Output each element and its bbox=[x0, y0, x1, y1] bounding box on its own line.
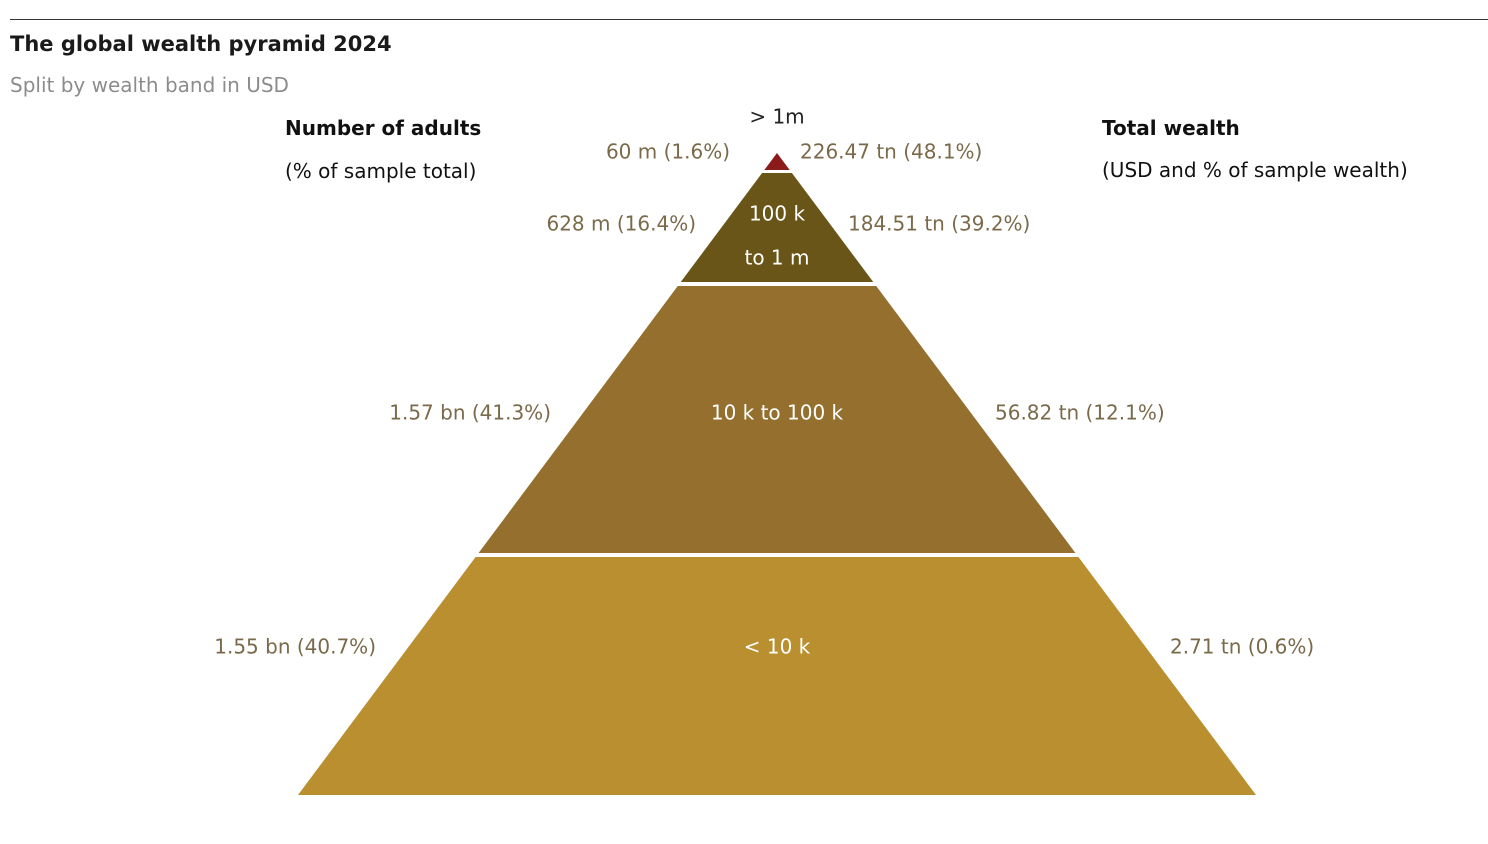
band-label-0-0: > 1m bbox=[749, 105, 804, 129]
adults-value-0: 60 m (1.6%) bbox=[606, 140, 730, 164]
chart-subtitle: Split by wealth band in USD bbox=[10, 73, 289, 97]
band-label-1-0: 100 k bbox=[749, 202, 806, 226]
wealth-header-note: (USD and % of sample wealth) bbox=[1102, 158, 1408, 182]
band-0 bbox=[764, 153, 790, 170]
band-3 bbox=[298, 557, 1256, 795]
band-label-2-0: 10 k to 100 k bbox=[711, 401, 844, 425]
band-1 bbox=[680, 173, 874, 282]
adults-header-note: (% of sample total) bbox=[285, 159, 477, 183]
adults-value-1: 628 m (16.4%) bbox=[546, 212, 696, 236]
adults-value-3: 1.55 bn (40.7%) bbox=[214, 635, 376, 659]
wealth-header: Total wealth bbox=[1102, 116, 1240, 140]
chart-title: The global wealth pyramid 2024 bbox=[10, 32, 392, 56]
wealth-value-2: 56.82 tn (12.1%) bbox=[995, 401, 1165, 425]
band-label-1-1: to 1 m bbox=[745, 246, 810, 270]
adults-value-2: 1.57 bn (41.3%) bbox=[389, 401, 551, 425]
band-label-3-0: < 10 k bbox=[744, 635, 811, 659]
wealth-value-0: 226.47 tn (48.1%) bbox=[800, 140, 982, 164]
adults-header: Number of adults bbox=[285, 116, 482, 140]
wealth-value-1: 184.51 tn (39.2%) bbox=[848, 212, 1030, 236]
band-2 bbox=[478, 286, 1076, 553]
wealth-value-3: 2.71 tn (0.6%) bbox=[1170, 635, 1314, 659]
top-rule bbox=[10, 19, 1488, 20]
